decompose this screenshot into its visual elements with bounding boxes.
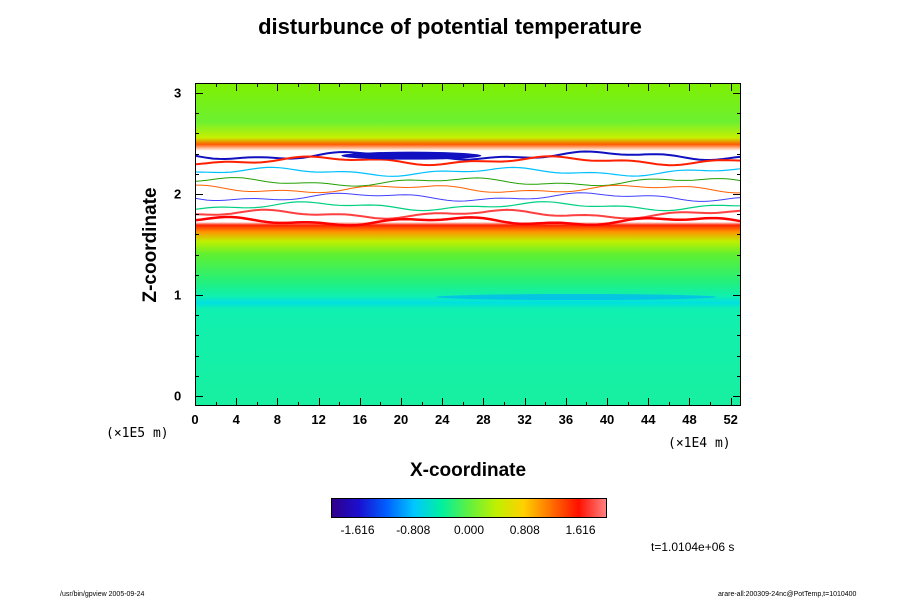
contour-band	[195, 215, 741, 227]
contour-band	[195, 192, 741, 202]
x-tick-label: 52	[723, 412, 738, 427]
colorbar-tick-label: 0.000	[453, 523, 485, 537]
contour-band	[195, 177, 741, 187]
x-tick-label: 28	[476, 412, 491, 427]
contour-band	[195, 208, 741, 220]
plot-area	[195, 83, 741, 406]
x-units-label: (×1E4 m)	[668, 436, 731, 451]
y-tick-label: 3	[174, 85, 182, 101]
footer-source: arare-all:200309-24nc@PotTemp,t=1010400	[718, 591, 857, 598]
x-tick-label: 12	[311, 412, 326, 427]
negative-anomaly-patch	[341, 151, 482, 160]
colorbar-tick-label: 0.808	[509, 523, 540, 537]
y-tick-label: 0	[174, 388, 182, 404]
colorbar	[331, 498, 607, 518]
colorbar-tick-label: 1.616	[565, 523, 596, 537]
field-background	[195, 83, 741, 406]
footer-command: /usr/bin/gpview 2005-09-24	[60, 591, 145, 598]
field-features	[195, 150, 741, 300]
x-tick-label: 40	[599, 412, 615, 427]
x-tick-label: 32	[517, 412, 532, 427]
x-tick-label: 48	[682, 412, 697, 427]
frame-border	[195, 83, 741, 406]
heatmap-field	[195, 83, 741, 406]
contour-band	[195, 155, 741, 167]
x-tick-label: 20	[393, 412, 409, 427]
x-tick-label: 4	[232, 412, 240, 427]
y-units-label: (×1E5 m)	[106, 426, 169, 441]
x-tick-label: 36	[558, 412, 574, 427]
x-tick-label: 8	[273, 412, 282, 427]
cyan-streak	[436, 293, 717, 300]
tick-marks	[195, 83, 741, 406]
x-axis-label: X-coordinate	[409, 460, 527, 481]
chart-title: disturbunce of potential temperature	[258, 14, 642, 39]
x-tick-label: 44	[641, 412, 656, 427]
contour-band	[195, 184, 741, 194]
contour-band	[195, 166, 741, 177]
colorbar-tick-label: -1.616	[340, 523, 375, 537]
time-label: t=1.0104e+06 s	[651, 540, 735, 554]
y-tick-label: 2	[174, 186, 182, 202]
x-tick-label: 24	[435, 412, 450, 427]
plot-frame	[195, 83, 741, 406]
colorbar-tick-label: -0.808	[396, 523, 431, 537]
x-tick-label: 16	[352, 412, 368, 427]
y-axis-label: Z-coordinate	[140, 187, 161, 303]
x-tick-label: 0	[191, 412, 199, 427]
contour-band	[195, 201, 741, 212]
y-tick-label: 1	[174, 287, 182, 303]
